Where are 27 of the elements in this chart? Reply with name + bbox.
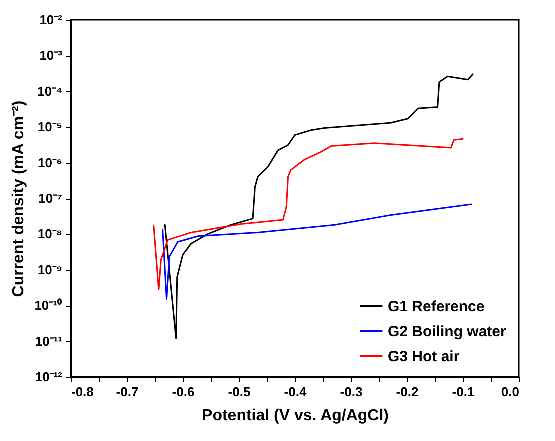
y-tick-label: 10⁻¹¹: [35, 334, 62, 349]
y-tick-label: 10⁻⁸: [38, 226, 62, 242]
y-axis-title: Current density (mA cm⁻²): [10, 100, 28, 298]
x-tick-label: -0.2: [396, 384, 419, 400]
legend-label: G1 Reference: [388, 298, 485, 316]
line-series: [153, 138, 464, 290]
y-tick-label: 10⁻¹⁰: [34, 298, 62, 314]
y-tick-label: 10⁻³: [40, 48, 64, 64]
y-tick-label: 10⁻⁶: [38, 155, 63, 170]
y-tick-label: 10⁻²: [40, 12, 64, 28]
x-tick-label: -0.8: [72, 384, 94, 400]
x-tick-label: -0.7: [116, 384, 139, 400]
x-axis-title: Potential (V vs. Ag/AgCl): [202, 408, 389, 424]
x-tick-label: -0.3: [340, 384, 363, 400]
x-tick-label: -0.6: [172, 384, 195, 400]
legend-label: G3 Hot air: [388, 348, 460, 366]
legend-label: G2 Boiling water: [388, 324, 507, 340]
y-tick-label: 10⁻⁹: [38, 262, 62, 278]
y-tick-label: 10⁻⁷: [38, 191, 62, 206]
x-tick-label: -0.5: [228, 384, 251, 400]
y-tick-label: 10⁻⁵: [38, 120, 62, 135]
x-tick-label: 0.0: [501, 384, 520, 400]
x-tick-label: -0.1: [452, 384, 475, 400]
line-series: [162, 204, 472, 300]
y-tick-label: 10⁻¹²: [35, 370, 64, 384]
x-tick-label: -0.4: [284, 384, 308, 400]
y-tick-label: 10⁻⁴: [38, 84, 62, 99]
